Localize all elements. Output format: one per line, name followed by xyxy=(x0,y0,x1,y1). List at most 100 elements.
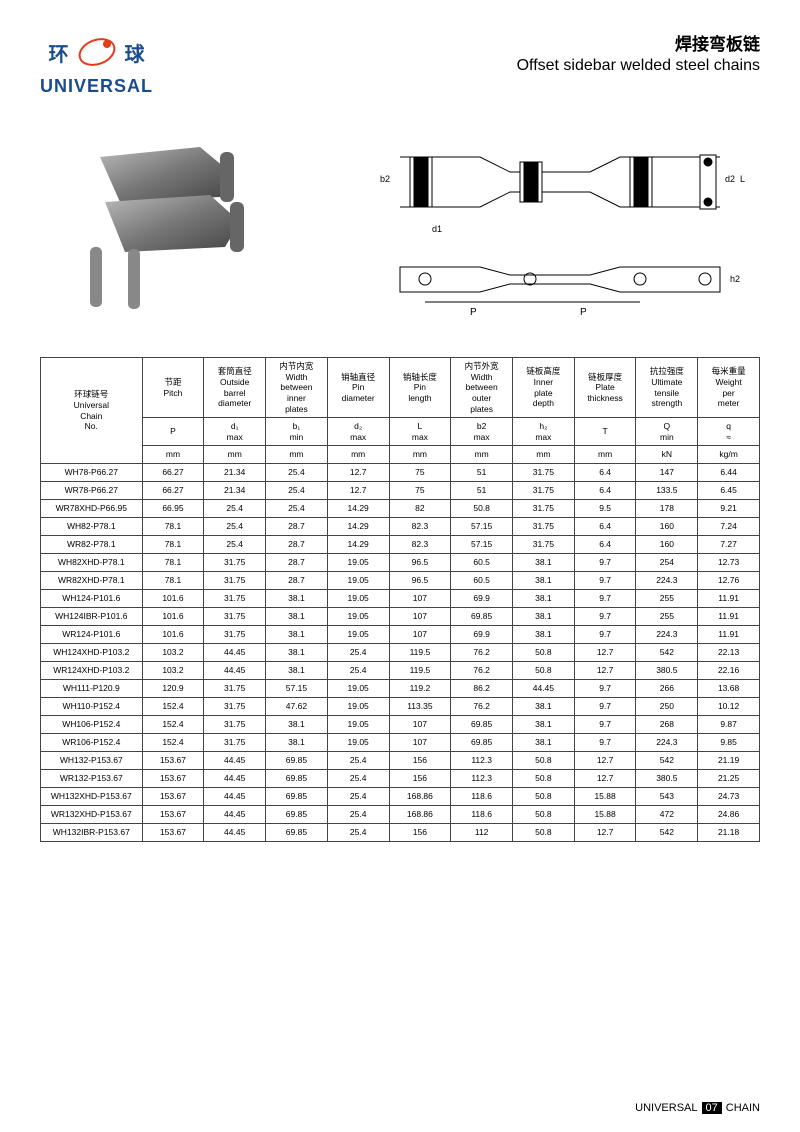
svg-text:d1: d1 xyxy=(432,224,442,234)
table-cell: 19.05 xyxy=(327,716,389,734)
col-header: 链板高度Innerplatedepth xyxy=(513,358,575,418)
table-cell: 153.67 xyxy=(142,752,204,770)
table-cell: WH132-P153.67 xyxy=(41,752,143,770)
table-cell: 50.8 xyxy=(513,752,575,770)
table-cell: 119.5 xyxy=(389,644,451,662)
col-unit: mm xyxy=(327,446,389,464)
table-cell: WH132XHD-P153.67 xyxy=(41,788,143,806)
brand-logo: 环 球 UNIVERSAL xyxy=(40,30,153,97)
table-cell: 25.4 xyxy=(266,500,328,518)
col-unit: mm xyxy=(451,446,513,464)
table-cell: 7.24 xyxy=(698,518,760,536)
table-row: WR78XHD-P66.9566.9525.425.414.298250.831… xyxy=(41,500,760,518)
table-cell: 25.4 xyxy=(327,644,389,662)
table-cell: 50.8 xyxy=(513,788,575,806)
table-cell: 21.34 xyxy=(204,482,266,500)
table-cell: 22.16 xyxy=(698,662,760,680)
table-cell: 542 xyxy=(636,644,698,662)
table-cell: 107 xyxy=(389,716,451,734)
page-footer: UNIVERSAL 07 CHAIN xyxy=(635,1102,760,1114)
table-cell: 69.9 xyxy=(451,626,513,644)
table-cell: 160 xyxy=(636,536,698,554)
table-cell: 44.45 xyxy=(204,788,266,806)
table-cell: 51 xyxy=(451,464,513,482)
table-cell: 31.75 xyxy=(204,590,266,608)
col-symbol: P xyxy=(142,418,204,446)
table-cell: 25.4 xyxy=(204,500,266,518)
table-cell: 153.67 xyxy=(142,824,204,842)
table-cell: WH82-P78.1 xyxy=(41,518,143,536)
table-row: WH132-P153.67153.6744.4569.8525.4156112.… xyxy=(41,752,760,770)
col-header: 内节内宽Widthbetweeninnerplates xyxy=(266,358,328,418)
table-cell: 38.1 xyxy=(513,554,575,572)
table-cell: 25.4 xyxy=(327,770,389,788)
table-cell: 38.1 xyxy=(266,644,328,662)
table-cell: WR106-P152.4 xyxy=(41,734,143,752)
table-cell: 107 xyxy=(389,626,451,644)
table-cell: 153.67 xyxy=(142,806,204,824)
table-cell: 38.1 xyxy=(266,716,328,734)
col-symbol: T xyxy=(574,418,636,446)
table-cell: 112.3 xyxy=(451,752,513,770)
footer-suffix: CHAIN xyxy=(726,1102,760,1114)
table-cell: 21.18 xyxy=(698,824,760,842)
table-cell: WH110-P152.4 xyxy=(41,698,143,716)
table-cell: 82.3 xyxy=(389,536,451,554)
table-cell: 168.86 xyxy=(389,806,451,824)
table-cell: 78.1 xyxy=(142,572,204,590)
table-cell: 119.2 xyxy=(389,680,451,698)
table-cell: 9.5 xyxy=(574,500,636,518)
table-cell: 152.4 xyxy=(142,698,204,716)
table-row: WH124XHD-P103.2103.244.4538.125.4119.576… xyxy=(41,644,760,662)
table-cell: 19.05 xyxy=(327,626,389,644)
table-cell: 13.68 xyxy=(698,680,760,698)
table-cell: 224.3 xyxy=(636,572,698,590)
col-symbol: b₁min xyxy=(266,418,328,446)
table-cell: 152.4 xyxy=(142,734,204,752)
table-cell: 6.4 xyxy=(574,482,636,500)
table-cell: 25.4 xyxy=(204,518,266,536)
col-symbol: b2max xyxy=(451,418,513,446)
table-row: WR124-P101.6101.631.7538.119.0510769.938… xyxy=(41,626,760,644)
table-cell: 107 xyxy=(389,590,451,608)
table-cell: WH78-P66.27 xyxy=(41,464,143,482)
table-cell: 31.75 xyxy=(204,680,266,698)
table-cell: 153.67 xyxy=(142,770,204,788)
table-row: WH78-P66.2766.2721.3425.412.7755131.756.… xyxy=(41,464,760,482)
table-cell: 31.75 xyxy=(204,734,266,752)
table-cell: 11.91 xyxy=(698,626,760,644)
table-cell: 76.2 xyxy=(451,644,513,662)
table-cell: 6.4 xyxy=(574,518,636,536)
table-cell: 9.7 xyxy=(574,734,636,752)
table-cell: 31.75 xyxy=(204,608,266,626)
table-cell: 66.27 xyxy=(142,464,204,482)
table-cell: 75 xyxy=(389,464,451,482)
table-cell: 38.1 xyxy=(513,608,575,626)
table-cell: 31.75 xyxy=(204,698,266,716)
table-cell: 9.85 xyxy=(698,734,760,752)
table-cell: 542 xyxy=(636,824,698,842)
table-cell: 14.29 xyxy=(327,500,389,518)
table-cell: 472 xyxy=(636,806,698,824)
table-cell: 9.87 xyxy=(698,716,760,734)
col-symbol: Lmax xyxy=(389,418,451,446)
table-cell: 50.8 xyxy=(513,644,575,662)
table-cell: 24.73 xyxy=(698,788,760,806)
table-cell: 153.67 xyxy=(142,788,204,806)
table-cell: 31.75 xyxy=(513,464,575,482)
table-cell: 255 xyxy=(636,590,698,608)
col-header: 内节外宽Widthbetweenouterplates xyxy=(451,358,513,418)
table-cell: 12.76 xyxy=(698,572,760,590)
table-cell: WH132IBR-P153.67 xyxy=(41,824,143,842)
table-cell: 96.5 xyxy=(389,572,451,590)
table-cell: 168.86 xyxy=(389,788,451,806)
table-row: WH110-P152.4152.431.7547.6219.05113.3576… xyxy=(41,698,760,716)
logo-ring-icon xyxy=(75,30,119,74)
table-cell: 6.4 xyxy=(574,536,636,554)
table-cell: 9.21 xyxy=(698,500,760,518)
table-cell: 101.6 xyxy=(142,590,204,608)
table-cell: 38.1 xyxy=(266,590,328,608)
table-cell: 22.13 xyxy=(698,644,760,662)
footer-page-number: 07 xyxy=(702,1102,722,1114)
table-cell: 38.1 xyxy=(266,626,328,644)
